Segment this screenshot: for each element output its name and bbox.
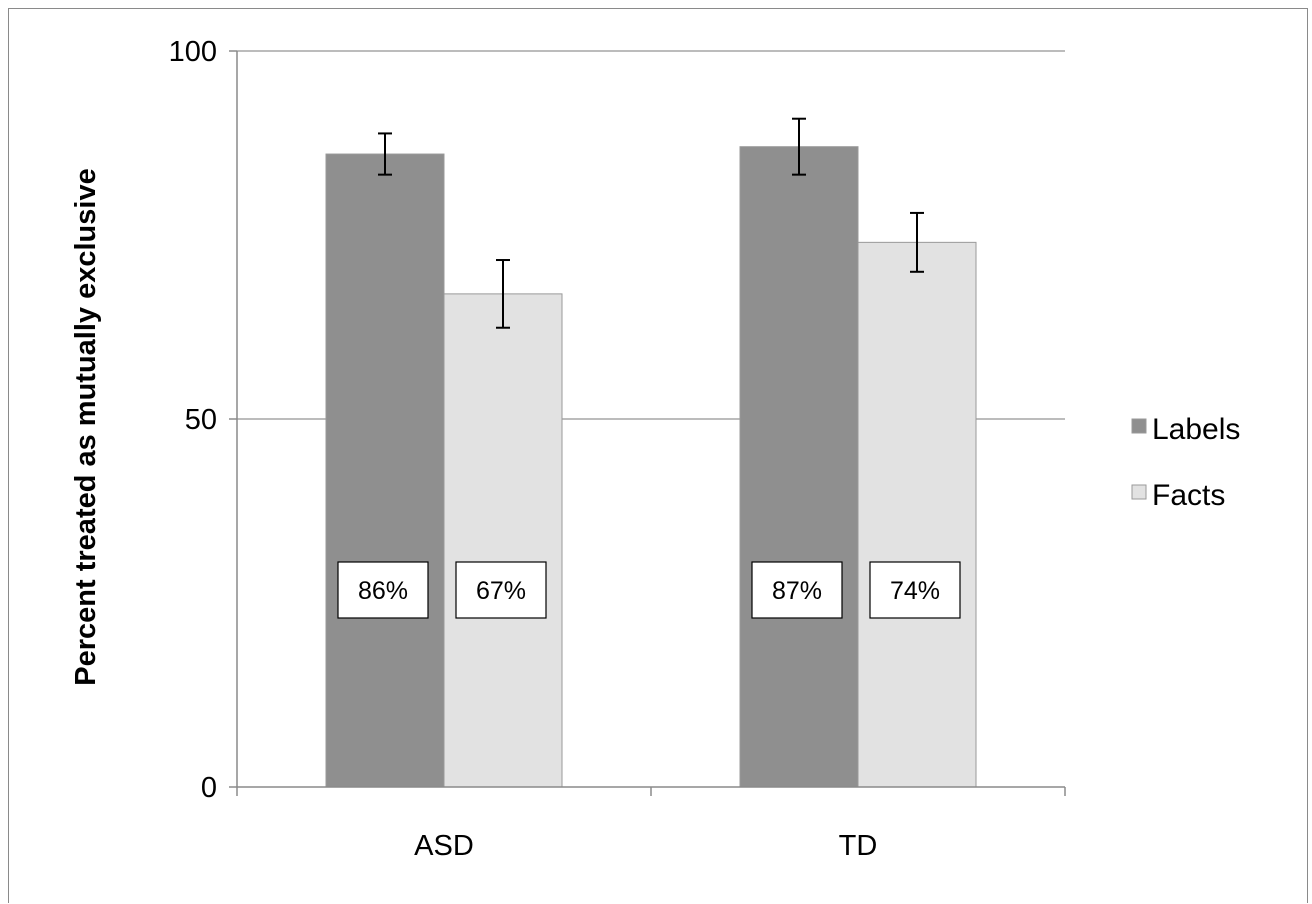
bars [325, 117, 977, 788]
bar-labels [739, 146, 859, 788]
chart-frame: 0 50 100 ASD TD 86% 67% 87% 74% Percent treated… [8, 8, 1308, 903]
data-label-box [751, 561, 843, 619]
bar-chart: 0 50 100 ASD TD 86% 67% 87% 74% Percent treated… [70, 36, 1240, 862]
legend-label-facts: Facts [1152, 479, 1225, 512]
legend-swatch-facts [1131, 484, 1147, 500]
y-tick-label: 100 [169, 36, 217, 68]
data-label-box [455, 561, 547, 619]
y-axis-label: Percent treated as mutually exclusive [70, 168, 102, 685]
x-category-label: ASD [414, 830, 474, 862]
data-label: 74% [890, 577, 940, 605]
data-label-box [869, 561, 961, 619]
data-label: 67% [476, 577, 526, 605]
data-labels: 86% 67% 87% 74% [337, 561, 961, 619]
y-tick-label: 0 [201, 772, 217, 804]
bar-labels [325, 153, 445, 788]
bar-facts [857, 241, 977, 788]
axes: 0 50 100 ASD TD [169, 36, 1066, 862]
x-category-label: TD [839, 830, 878, 862]
y-tick-label: 50 [185, 404, 217, 436]
legend-label-labels: Labels [1152, 413, 1240, 446]
data-label: 86% [358, 577, 408, 605]
data-label: 87% [772, 577, 822, 605]
data-label-box [337, 561, 429, 619]
bar-facts [443, 293, 563, 788]
legend: Labels Facts [1131, 413, 1240, 512]
legend-swatch-labels [1131, 418, 1147, 434]
